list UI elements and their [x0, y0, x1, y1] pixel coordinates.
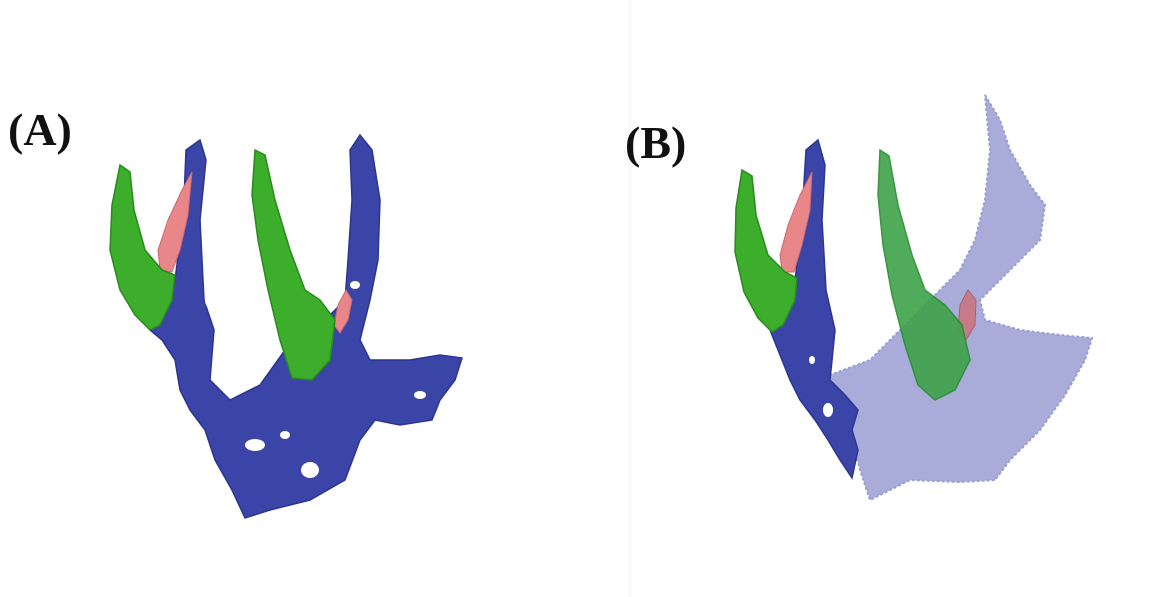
figure: (A) (B)	[0, 0, 1154, 597]
panel-label: (A)	[8, 104, 72, 155]
panel-b: (B)	[625, 95, 1092, 500]
panel-label: (B)	[625, 117, 686, 168]
panel-a: (A)	[8, 104, 462, 518]
translucent-bone	[830, 95, 1092, 500]
horn	[252, 150, 335, 380]
figure-canvas: (A) (B)	[0, 0, 1154, 597]
